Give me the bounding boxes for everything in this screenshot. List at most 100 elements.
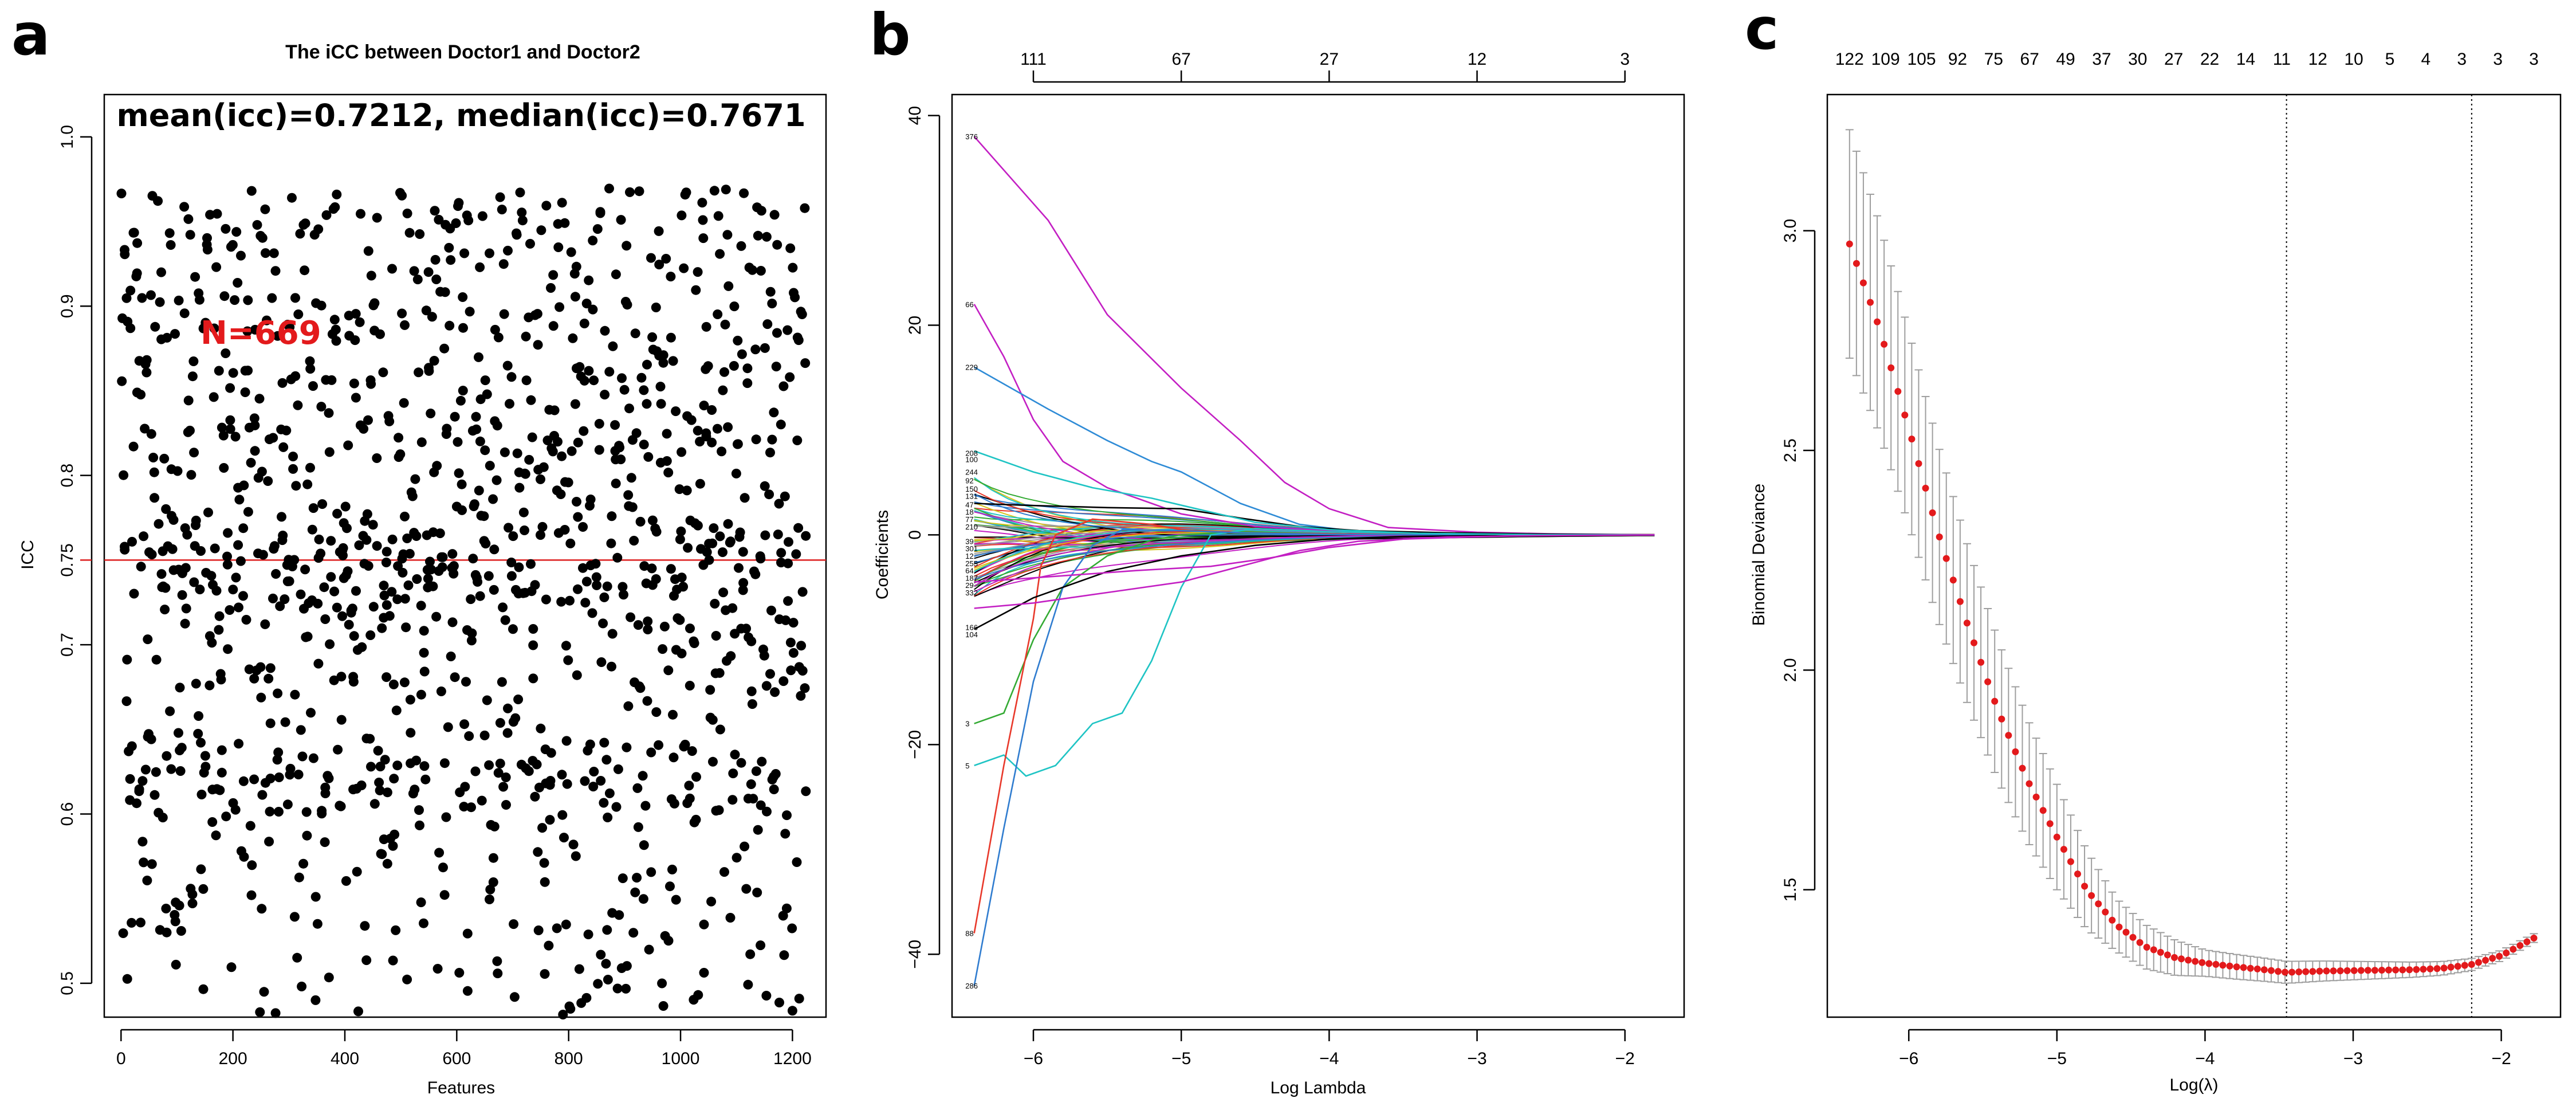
c-data-point — [2260, 966, 2268, 974]
a-data-point — [793, 523, 804, 533]
c-data-point — [2109, 916, 2116, 924]
a-data-point — [584, 275, 594, 285]
a-data-point — [321, 210, 332, 220]
a-data-point — [317, 809, 327, 819]
a-data-point — [228, 585, 238, 595]
a-data-point — [568, 840, 579, 850]
a-data-point — [347, 603, 357, 614]
a-data-point — [493, 768, 504, 778]
a-data-point — [264, 837, 274, 847]
a-data-point — [139, 857, 149, 868]
a-data-point — [613, 764, 623, 774]
a-data-point — [788, 618, 799, 628]
a-data-point — [244, 664, 254, 674]
c-data-point — [1963, 619, 1971, 627]
a-data-point — [454, 198, 464, 208]
a-data-point — [475, 262, 485, 272]
a-data-point — [195, 585, 205, 595]
a-data-point — [332, 508, 343, 519]
a-data-point — [250, 420, 260, 430]
a-data-point — [530, 580, 540, 590]
panel-letter-b: b — [870, 1, 911, 68]
a-data-point — [458, 323, 468, 333]
a-data-point — [668, 356, 678, 366]
a-data-point — [504, 523, 514, 533]
a-data-point — [373, 746, 383, 756]
a-data-point — [762, 806, 772, 817]
a-data-point — [666, 564, 676, 574]
a-data-point — [541, 594, 551, 605]
c-top-tick-label: 27 — [2164, 50, 2183, 69]
a-data-point — [440, 287, 450, 297]
c-data-point — [2337, 967, 2344, 975]
a-data-point — [225, 415, 235, 425]
a-data-point — [671, 406, 681, 417]
a-data-point — [401, 622, 411, 633]
a-data-point — [750, 569, 761, 579]
a-data-point — [121, 696, 132, 707]
a-data-point — [761, 991, 772, 1001]
a-data-point — [532, 759, 542, 770]
a-data-point — [471, 411, 481, 422]
c-data-point — [2399, 966, 2406, 974]
a-data-point — [239, 852, 249, 862]
a-data-point — [291, 481, 301, 491]
a-data-point — [725, 913, 736, 923]
a-data-point — [242, 326, 253, 336]
a-data-point — [634, 186, 644, 197]
a-data-point — [363, 561, 373, 571]
a-data-point — [292, 952, 302, 963]
a-data-point — [249, 673, 259, 684]
a-data-point — [698, 233, 709, 244]
a-data-point — [746, 636, 757, 646]
panel-c-error-bars — [1845, 129, 2538, 984]
a-data-point — [677, 210, 687, 221]
a-data-point — [337, 611, 347, 621]
a-data-point — [238, 776, 249, 786]
a-data-point — [332, 602, 342, 613]
a-data-point — [439, 758, 450, 768]
a-data-point — [164, 228, 175, 238]
a-data-point — [792, 436, 803, 445]
a-data-point — [354, 540, 364, 550]
a-data-point — [557, 451, 567, 461]
a-data-point — [254, 394, 265, 404]
a-data-point — [233, 278, 243, 288]
a-data-point — [451, 218, 461, 228]
a-data-point — [410, 784, 420, 795]
a-data-point — [416, 437, 427, 448]
a-data-point — [619, 385, 630, 395]
b-end-label: 64 — [965, 567, 973, 575]
a-x-tick-label: 0 — [116, 1049, 126, 1068]
c-data-point — [2309, 968, 2317, 975]
a-data-point — [438, 552, 448, 562]
c-data-point — [2475, 959, 2482, 966]
a-data-point — [591, 572, 601, 582]
a-data-point — [557, 770, 567, 780]
a-data-point — [785, 637, 796, 648]
c-data-point — [2316, 967, 2323, 975]
a-data-point — [480, 375, 490, 386]
a-data-point — [468, 554, 478, 564]
a-data-point — [288, 452, 298, 462]
a-data-point — [663, 665, 674, 676]
a-data-point — [489, 585, 499, 595]
c-top-tick-label: 11 — [2273, 50, 2291, 69]
c-x-tick-label: −4 — [2195, 1049, 2215, 1068]
a-data-point — [117, 376, 127, 386]
a-data-point — [500, 447, 510, 457]
a-data-point — [377, 623, 387, 633]
a-data-point — [501, 800, 511, 810]
a-data-point — [607, 661, 616, 672]
a-data-point — [663, 936, 674, 946]
c-y-tick-label: 2.0 — [1781, 658, 1800, 682]
a-data-point — [365, 375, 376, 385]
a-data-point — [675, 534, 685, 544]
panel-a-icc-scatter: The iCC between Doctor1 and Doctor2 0 200… — [18, 41, 827, 1097]
a-data-point — [415, 820, 424, 830]
a-data-point — [426, 409, 436, 418]
c-data-point — [2005, 732, 2012, 739]
a-data-point — [536, 225, 546, 236]
c-data-point — [1887, 364, 1895, 371]
a-data-point — [375, 785, 385, 795]
